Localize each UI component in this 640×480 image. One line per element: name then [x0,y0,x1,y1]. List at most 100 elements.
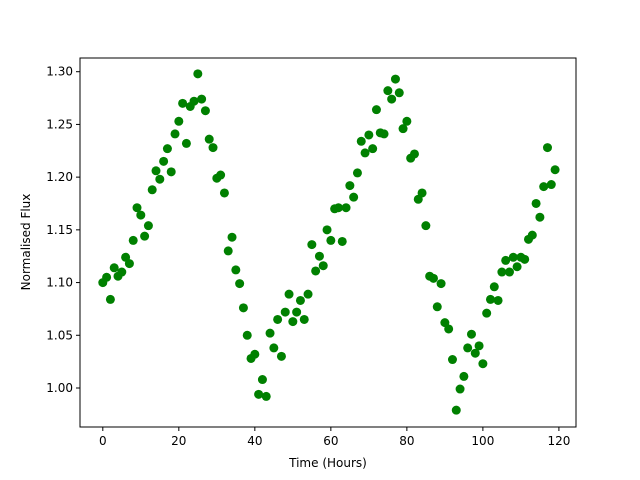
point [409,149,419,159]
point [307,240,317,250]
point [128,235,138,245]
plot-frame [79,57,577,428]
point [166,167,176,177]
point [447,355,457,365]
point [227,232,237,242]
y-tick-label: 1.00 [46,381,73,395]
x-tick-label: 40 [247,434,262,448]
point [162,144,172,154]
y-tick-label: 1.15 [46,223,73,237]
x-tick-label: 60 [323,434,338,448]
point [333,203,343,213]
y-axis-label: Normalised Flux [19,194,33,291]
point [242,330,252,340]
point [421,221,431,231]
point [284,289,294,299]
point [436,279,446,289]
point [193,69,203,79]
point [303,289,313,299]
point [238,303,248,313]
point [216,170,226,180]
point [428,273,438,283]
point [390,74,400,84]
point [189,96,199,106]
point [276,351,286,361]
point [257,375,267,385]
x-tick-label: 120 [547,434,570,448]
point [204,134,214,144]
x-tick-label: 80 [399,434,414,448]
point [345,181,355,191]
y-tick-label: 1.25 [46,117,73,131]
point [379,129,389,139]
y-tick-label: 1.30 [46,65,73,79]
x-axis-label: Time (Hours) [288,456,367,470]
point [136,210,146,220]
point [394,88,404,98]
point [273,314,283,324]
point [520,254,530,264]
point [223,246,233,256]
point [170,129,180,139]
point [124,259,134,269]
point [368,144,378,154]
point [352,168,362,178]
point [364,130,374,140]
point [497,267,507,277]
point [550,165,560,175]
point [265,328,275,338]
x-tick-label: 20 [171,434,186,448]
point [387,94,397,104]
point [383,86,393,96]
point [417,188,427,198]
point [432,302,442,312]
point [360,148,370,158]
point [318,261,328,271]
point [463,343,473,353]
point [151,166,161,176]
point [466,329,476,339]
point [356,136,366,146]
point [326,235,336,245]
point [155,174,165,184]
point [478,359,488,369]
point [504,267,514,277]
point [527,230,537,240]
point [219,188,229,198]
point [493,295,503,305]
point [235,279,245,289]
point [140,231,150,241]
point [531,198,541,208]
point [546,180,556,190]
point [485,294,495,304]
point [341,203,351,213]
x-tick-label: 100 [471,434,494,448]
point [539,182,549,192]
point [261,391,271,401]
point [482,308,492,318]
point [143,221,153,231]
point [181,138,191,148]
point [109,263,119,273]
point [455,384,465,394]
point [508,252,518,262]
point [200,106,210,116]
point [280,307,290,317]
point [402,116,412,126]
point [231,265,241,275]
point [398,124,408,134]
point [474,341,484,351]
point [102,272,112,282]
point [501,255,511,265]
point [299,314,309,324]
point [542,143,552,153]
x-tick-label: 0 [99,434,107,448]
point [132,203,142,213]
point [174,116,184,126]
point [489,282,499,292]
point [314,251,324,261]
point [269,343,279,353]
point [322,225,332,235]
